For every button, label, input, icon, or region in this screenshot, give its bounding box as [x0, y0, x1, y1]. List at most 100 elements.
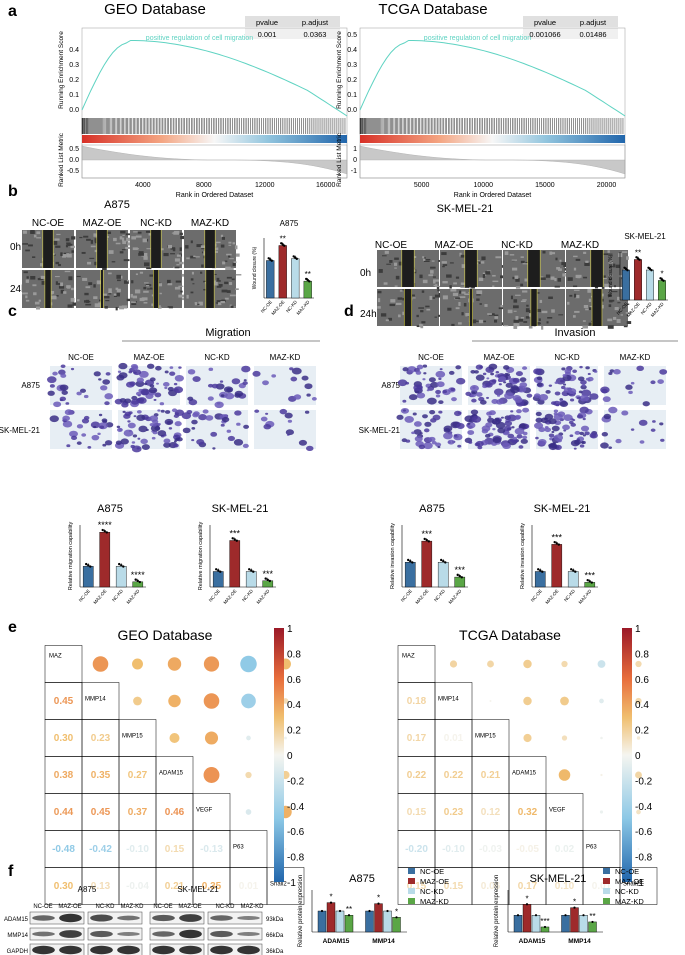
ylabel: Ranked List Metric [58, 132, 65, 187]
lane-label: MAZ-KD [241, 904, 265, 910]
band [179, 946, 202, 955]
lane-label: NC-KD [216, 904, 236, 910]
category-label: MMP14 [568, 938, 591, 945]
xlabel: Rank in Ordered Dataset [454, 192, 531, 199]
stained-cell [60, 397, 66, 402]
stained-cell [660, 439, 664, 442]
group-label: MAZ-OE [435, 240, 474, 251]
stained-cell [522, 436, 527, 440]
category-label: MAZ-OE [270, 299, 285, 316]
band [117, 946, 140, 955]
speck [377, 306, 381, 309]
speck [521, 261, 525, 263]
stained-cell [608, 446, 612, 449]
speck [587, 289, 591, 293]
category-label: MAZ-KD [126, 588, 141, 605]
speck [607, 250, 609, 253]
speck [63, 291, 66, 294]
speck [574, 311, 579, 313]
legend-label: MAZ-OE [420, 877, 449, 886]
group-label: MAZ-KD [270, 353, 301, 362]
speck [624, 326, 628, 327]
stained-cell [241, 366, 250, 373]
speck [131, 303, 136, 305]
speck [85, 286, 90, 288]
speck [116, 275, 121, 279]
speck [589, 299, 591, 302]
group-label: MAZ-KD [620, 353, 651, 362]
stained-cell [570, 399, 574, 402]
speck [619, 275, 622, 277]
stained-cell [129, 381, 135, 386]
stained-cell [505, 373, 509, 376]
stained-cell [438, 400, 443, 404]
stained-cell [549, 433, 555, 437]
speck [167, 283, 172, 285]
stained-cell [84, 395, 89, 398]
stained-cell [467, 430, 474, 435]
speck [487, 313, 492, 315]
stained-cell [455, 365, 461, 369]
stained-cell [549, 384, 552, 386]
speck [461, 255, 465, 258]
band [90, 931, 113, 937]
speck [88, 282, 92, 285]
stained-cell [172, 408, 177, 412]
bar [100, 532, 110, 587]
stained-cell [127, 420, 130, 422]
stained-cell [169, 371, 175, 375]
speck [191, 292, 194, 294]
speck [35, 302, 40, 305]
stained-cell [643, 401, 650, 406]
gsea-title: GEO Database [104, 1, 206, 18]
stained-cell [261, 417, 268, 422]
lane-label: NC-OE [153, 904, 172, 910]
chart-title: SK-MEL-21 [530, 873, 587, 885]
speck [144, 257, 146, 258]
transwell-image [464, 408, 530, 450]
stained-cell [486, 397, 489, 399]
speck [541, 326, 543, 330]
data-point [537, 568, 539, 570]
speck [133, 296, 137, 299]
speck [224, 282, 228, 284]
stained-cell [150, 384, 155, 387]
stained-cell [304, 383, 312, 389]
wound-image [503, 250, 570, 289]
speck [551, 276, 555, 279]
corr-value: -0.10 [126, 844, 149, 855]
stained-cell [639, 420, 648, 426]
variable-label: MMP14 [438, 697, 459, 703]
stained-cell [491, 379, 496, 383]
stained-cell [516, 371, 523, 376]
pvalue: 0.001066 [529, 30, 560, 39]
speck [384, 282, 388, 284]
variable-label: MAZ [49, 654, 62, 660]
stained-cell [217, 402, 220, 404]
stained-cell [178, 366, 181, 368]
group-label: NC-OE [418, 353, 444, 362]
stained-cell [496, 399, 504, 404]
speck [558, 314, 563, 315]
speck [613, 317, 616, 320]
stained-cell [193, 411, 200, 416]
stained-cell [465, 392, 471, 396]
speck [71, 236, 75, 239]
speck [609, 300, 613, 302]
speck [146, 231, 150, 233]
corr-value: 0.18 [407, 696, 427, 707]
legend-label: MAZ-KD [615, 897, 644, 906]
stained-cell [625, 385, 632, 390]
speck [479, 278, 484, 281]
table-header: pvalue [256, 18, 278, 27]
ytick: 0.5 [347, 32, 357, 39]
transwell-image [534, 407, 598, 450]
speck [458, 322, 462, 324]
data-point [122, 565, 124, 567]
speck [458, 302, 460, 306]
stained-cell [474, 370, 479, 374]
stained-cell [403, 367, 409, 371]
stained-cell [117, 426, 121, 429]
stained-cell [165, 419, 174, 425]
colorbar-tick: 1 [287, 624, 293, 635]
